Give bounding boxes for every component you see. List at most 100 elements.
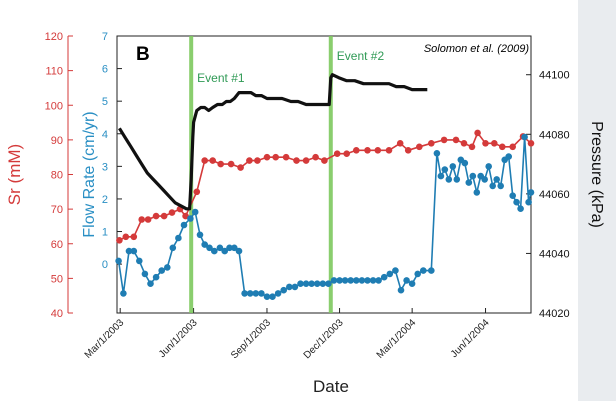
flow-axis-tick-label: 5 xyxy=(102,96,108,108)
flow-rate-data-point xyxy=(319,280,327,288)
event-label-1: Event #1 xyxy=(197,71,245,85)
sr-data-point xyxy=(474,129,481,137)
flow-axis-tick-label: 4 xyxy=(102,129,108,141)
flow-rate-data-point xyxy=(364,277,371,284)
flow-rate-data-point xyxy=(441,166,449,173)
sr-data-point xyxy=(509,143,516,151)
flow-rate-data-point xyxy=(246,290,254,297)
sr-axis-tick-label: 100 xyxy=(45,100,63,112)
flow-rate-data-point xyxy=(380,273,388,281)
flow-rate-data-point xyxy=(302,280,310,288)
pressure-axis-tick-label: 44080 xyxy=(539,129,570,141)
sr-data-point xyxy=(272,153,280,161)
flow-rate-data-point xyxy=(158,267,165,274)
sr-data-point xyxy=(460,140,468,147)
sr-data-point xyxy=(353,147,360,154)
flow-rate-data-point xyxy=(525,198,532,206)
pressure-series-line xyxy=(118,73,428,211)
flow-rate-data-point xyxy=(489,182,497,190)
flow-axis-tick-label: 2 xyxy=(102,194,108,206)
flow-rate-data-point xyxy=(497,182,505,190)
sr-data-point xyxy=(130,233,138,241)
flow-axis-tick-label: 1 xyxy=(102,227,108,239)
flow-rate-data-point xyxy=(481,176,489,183)
sr-data-point xyxy=(263,153,271,161)
flow-rate-data-point xyxy=(517,205,524,212)
sr-data-point xyxy=(333,150,341,157)
pressure-axis-tick-label: 44100 xyxy=(539,70,570,82)
flow-axis-label: Flow Rate (cm/yr) xyxy=(81,111,98,237)
flow-rate-data-point xyxy=(473,189,481,196)
sr-axis-tick-label: 120 xyxy=(45,31,63,43)
sr-data-point xyxy=(201,157,208,164)
flow-rate-data-point xyxy=(408,280,416,288)
flow-rate-data-point xyxy=(358,277,366,284)
flow-rate-data-point xyxy=(231,244,238,252)
flow-axis-tick-label: 7 xyxy=(102,31,108,43)
sr-data-point xyxy=(302,157,310,164)
flow-rate-data-point xyxy=(461,159,469,167)
event-line-2 xyxy=(328,36,333,313)
flow-rate-data-point xyxy=(187,215,194,222)
sr-data-point xyxy=(293,157,300,164)
sr-series-line xyxy=(119,132,532,242)
flow-rate-data-point xyxy=(521,133,528,141)
pressure-axis-tick-label: 44020 xyxy=(539,308,570,320)
flow-rate-data-point xyxy=(130,247,138,255)
flow-rate-data-point xyxy=(485,163,493,170)
sr-data-point xyxy=(396,140,404,147)
event-label-2: Event #2 xyxy=(337,49,385,63)
sr-data-point xyxy=(404,147,412,154)
plot-frame xyxy=(116,35,532,314)
flow-rate-data-point xyxy=(164,264,171,271)
flow-rate-data-point xyxy=(308,280,315,288)
panel-label: B xyxy=(136,44,150,65)
sr-data-point xyxy=(482,140,489,147)
pressure-axis-tick-label: 44040 xyxy=(539,248,570,260)
flow-rate-data-point xyxy=(263,293,271,301)
flow-rate-data-point xyxy=(369,277,377,284)
sr-data-point xyxy=(321,157,328,164)
flow-rate-data-point xyxy=(420,267,427,274)
sr-axis-tick-label: 60 xyxy=(51,239,63,251)
flow-rate-data-point xyxy=(453,176,461,183)
flow-rate-data-point xyxy=(191,208,199,216)
sr-data-point xyxy=(122,233,130,241)
sr-data-point xyxy=(246,157,253,164)
flow-rate-data-point xyxy=(397,286,405,294)
flow-rate-data-point xyxy=(216,244,224,252)
sr-data-point xyxy=(209,157,216,164)
flow-rate-data-point xyxy=(115,257,122,265)
sr-data-point xyxy=(312,153,319,161)
sr-data-point xyxy=(428,140,435,147)
sr-data-point xyxy=(343,150,351,157)
flow-rate-data-point xyxy=(465,179,473,186)
flow-rate-data-point xyxy=(341,277,349,284)
sr-axis-tick-label: 40 xyxy=(51,308,63,320)
flow-rate-data-point xyxy=(258,290,265,297)
sr-axis-label: Sr (mM) xyxy=(5,144,24,205)
sr-axis-tick-label: 70 xyxy=(51,204,63,216)
flow-rate-data-point xyxy=(252,290,260,297)
flow-axis-tick-label: 0 xyxy=(102,259,108,271)
sr-axis-tick-label: 80 xyxy=(51,170,63,182)
flow-rate-data-point xyxy=(196,231,204,239)
series-layer xyxy=(115,73,535,301)
sr-data-point xyxy=(364,147,371,154)
flow-rate-data-point xyxy=(375,277,382,284)
flow-rate-data-point xyxy=(513,198,520,206)
flow-rate-data-point xyxy=(141,270,149,278)
flow-rate-data-point xyxy=(169,244,177,252)
pressure-axis-label: Pressure (kPa) xyxy=(588,121,605,228)
flow-rate-data-point xyxy=(241,290,248,297)
sr-data-point xyxy=(385,147,393,154)
flow-rate-data-point xyxy=(428,267,435,274)
sr-data-point xyxy=(160,212,168,220)
flow-rate-data-point xyxy=(449,163,457,170)
flow-rate-data-point xyxy=(211,247,218,255)
flow-rate-data-point xyxy=(392,267,399,274)
flow-rate-data-point xyxy=(330,277,338,284)
flow-rate-data-point xyxy=(505,153,512,160)
flow-axis-tick-label: 3 xyxy=(102,161,108,173)
sr-data-point xyxy=(468,143,476,151)
